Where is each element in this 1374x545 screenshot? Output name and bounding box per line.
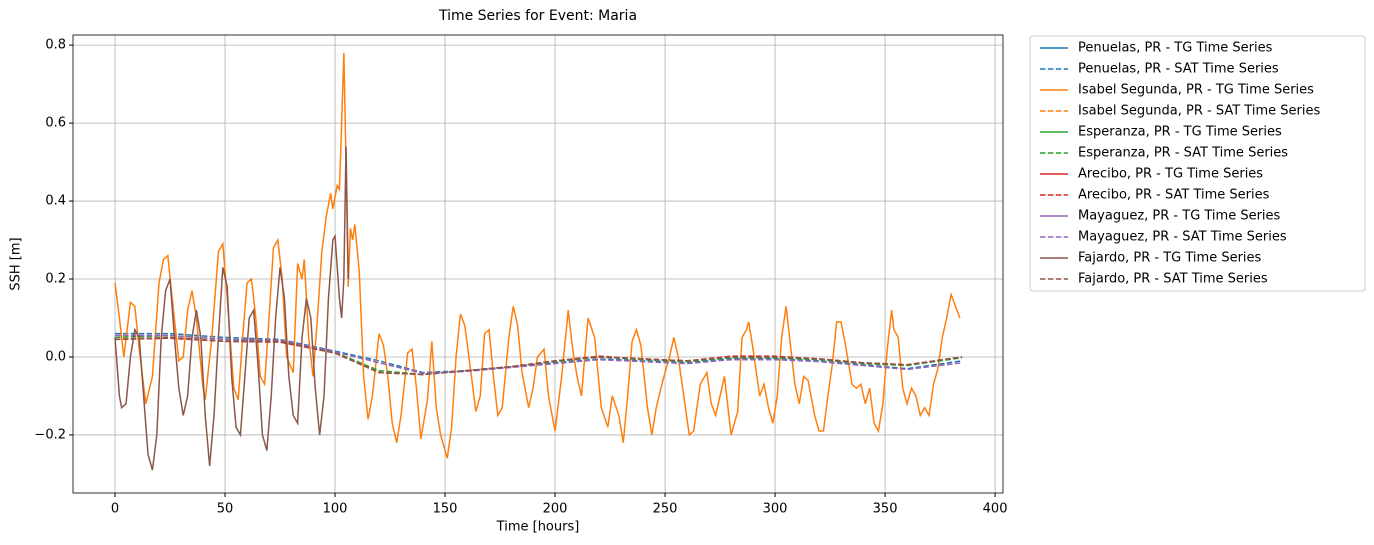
y-tick-label: 0.8 [45,38,66,53]
legend-label: Fajardo, PR - TG Time Series [1078,251,1262,266]
legend-label: Esperanza, PR - SAT Time Series [1078,146,1288,161]
y-tick-label: 0.4 [45,194,66,209]
legend-label: Isabel Segunda, PR - TG Time Series [1078,83,1314,98]
x-tick-label: 400 [983,502,1008,517]
legend-label: Arecibo, PR - TG Time Series [1078,167,1263,182]
x-tick-label: 350 [873,502,898,517]
legend-label: Isabel Segunda, PR - SAT Time Series [1078,104,1320,119]
legend-box [1029,35,1366,292]
series-line [115,334,963,375]
x-tick-label: 50 [217,502,234,517]
x-tick-label: 0 [111,502,119,517]
legend-label: Penuelas, PR - TG Time Series [1078,41,1273,56]
legend-label: Mayaguez, PR - TG Time Series [1078,209,1281,224]
y-tick-label: −0.2 [34,427,66,442]
plot-frame [72,34,1004,494]
y-tick-label: 0.2 [45,272,66,287]
series-line [114,146,349,471]
x-tick-label: 300 [763,502,788,517]
legend-label: Mayaguez, PR - SAT Time Series [1078,230,1287,245]
series-line [114,52,961,459]
y-tick-label: 0.0 [45,349,66,364]
legend-label: Esperanza, PR - TG Time Series [1078,125,1282,140]
chart-title: Time Series for Event: Maria [438,8,637,24]
series-line [114,334,963,376]
x-tick-label: 150 [433,502,458,517]
x-tick-label: 200 [543,502,568,517]
legend-label: Penuelas, PR - SAT Time Series [1078,62,1279,77]
x-axis-label: Time [hours] [496,520,580,535]
y-tick-label: 0.6 [45,116,66,131]
legend-label: Arecibo, PR - SAT Time Series [1078,188,1270,203]
series-line [115,332,963,374]
x-tick-label: 250 [653,502,678,517]
series-line [114,336,963,376]
y-axis-label: SSH [m] [9,237,24,290]
x-tick-label: 100 [323,502,348,517]
legend-label: Fajardo, PR - SAT Time Series [1078,272,1268,287]
